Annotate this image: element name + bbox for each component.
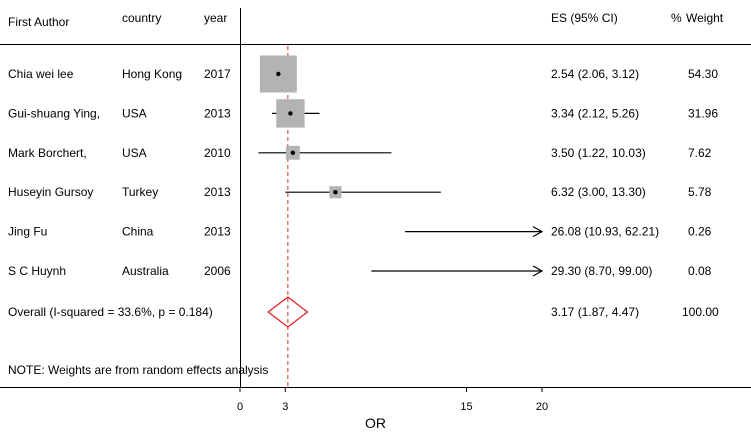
header-author: First Author bbox=[8, 15, 69, 29]
study-country: USA bbox=[122, 146, 147, 160]
overall-label: Overall (I-squared = 33.6%, p = 0.184) bbox=[8, 305, 213, 319]
header-country: country bbox=[122, 11, 161, 25]
overall-es-label: 3.17 (1.87, 4.47) bbox=[551, 305, 639, 319]
note-text: NOTE: Weights are from random effects an… bbox=[8, 363, 268, 377]
study-es-label: 6.32 (3.00, 13.30) bbox=[551, 185, 646, 199]
plot-marks bbox=[258, 46, 544, 387]
overall-weight-label: 100.00 bbox=[682, 305, 719, 319]
study-author: Mark Borchert, bbox=[8, 146, 87, 160]
point-estimate bbox=[288, 111, 293, 116]
study-year: 2013 bbox=[204, 106, 231, 120]
point-estimate bbox=[290, 150, 296, 155]
header-es: ES (95% CI) bbox=[551, 11, 618, 25]
study-author: Gui-shuang Ying, bbox=[8, 106, 100, 120]
study-es-label: 2.54 (2.06, 3.12) bbox=[551, 67, 639, 81]
study-author: S C Huynh bbox=[8, 264, 66, 278]
ci-arrow bbox=[532, 265, 544, 277]
overall-diamond bbox=[267, 296, 309, 328]
study-author: Jing Fu bbox=[8, 225, 47, 239]
study-country: USA bbox=[122, 106, 147, 120]
ci-arrow bbox=[532, 226, 544, 238]
study-weight-label: 31.96 bbox=[688, 106, 718, 120]
x-tick-label: 0 bbox=[237, 401, 243, 413]
study-weight-label: 54.30 bbox=[688, 67, 718, 81]
study-country: Turkey bbox=[122, 185, 158, 199]
study-weight-label: 0.08 bbox=[688, 264, 712, 278]
header-year: year bbox=[204, 11, 227, 25]
study-es-label: 3.34 (2.12, 5.26) bbox=[551, 106, 639, 120]
study-weight-label: 7.62 bbox=[688, 146, 712, 160]
study-year: 2013 bbox=[204, 185, 231, 199]
header-weight-prefix: % bbox=[671, 11, 682, 25]
study-rows: Chia wei lee Hong Kong 2017 2.54 (2.06, 3.1… bbox=[8, 67, 719, 319]
study-es-label: 29.30 (8.70, 99.00) bbox=[551, 264, 652, 278]
study-es-label: 3.50 (1.22, 10.03) bbox=[551, 146, 646, 160]
study-es-label: 26.08 (10.93, 62.21) bbox=[551, 225, 659, 239]
point-estimate bbox=[333, 190, 338, 195]
header-weight: Weight bbox=[686, 11, 724, 25]
x-tick-label: 20 bbox=[536, 401, 548, 413]
study-year: 2013 bbox=[204, 225, 231, 239]
x-tick-label: 3 bbox=[282, 401, 288, 413]
x-axis-ticks: 0 3 15 20 bbox=[237, 387, 548, 413]
study-weight-label: 0.26 bbox=[688, 225, 712, 239]
study-country: Hong Kong bbox=[122, 67, 182, 81]
study-weight-label: 5.78 bbox=[688, 185, 712, 199]
x-tick-label: 15 bbox=[460, 401, 472, 413]
study-author: Huseyin Gursoy bbox=[8, 185, 93, 199]
study-year: 2017 bbox=[204, 67, 231, 81]
study-country: Australia bbox=[122, 264, 169, 278]
point-estimate bbox=[276, 71, 281, 77]
study-country: China bbox=[122, 225, 154, 239]
study-year: 2006 bbox=[204, 264, 231, 278]
study-author: Chia wei lee bbox=[8, 67, 74, 81]
study-year: 2010 bbox=[204, 146, 231, 160]
x-axis-label: OR bbox=[365, 415, 386, 431]
